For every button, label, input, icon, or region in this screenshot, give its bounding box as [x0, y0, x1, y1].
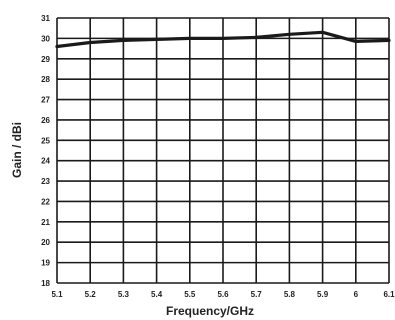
chart-grid	[56, 17, 390, 284]
x-tick-label: 5.6	[217, 290, 229, 299]
y-axis-title: Gain / dBi	[10, 122, 24, 178]
y-tick-label: 21	[41, 218, 50, 227]
x-axis-title: Frequency/GHz	[166, 304, 254, 318]
chart-series-layer	[55, 30, 391, 49]
x-tick-label: 5.3	[118, 290, 130, 299]
gain-series-line	[55, 30, 391, 49]
x-tick-label: 5.9	[317, 290, 329, 299]
x-tick-label: 6.1	[383, 290, 395, 299]
x-tick-label: 5.4	[151, 290, 163, 299]
x-tick-label: 5.2	[85, 290, 97, 299]
y-tick-label: 19	[41, 259, 50, 268]
x-tick-label: 6	[354, 290, 359, 299]
y-tick-label: 29	[41, 55, 50, 64]
y-tick-label: 27	[41, 96, 50, 105]
y-tick-label: 26	[41, 116, 50, 125]
chart-tick-labels: 18 19 20 21 22 23 24 25 26 27 28 29 30 31 5.1 5.2 5.3 5.4…	[41, 14, 395, 299]
x-tick-label: 5.1	[51, 290, 63, 299]
x-tick-label: 5.7	[251, 290, 263, 299]
y-tick-label: 22	[41, 197, 50, 206]
y-tick-label: 23	[41, 177, 50, 186]
y-tick-label: 25	[41, 136, 50, 145]
x-tick-label: 5.5	[184, 290, 196, 299]
y-tick-label: 20	[41, 238, 50, 247]
y-tick-label: 30	[41, 34, 50, 43]
x-tick-label: 5.8	[284, 290, 296, 299]
y-tick-label: 28	[41, 75, 50, 84]
y-tick-label: 24	[41, 157, 50, 166]
y-tick-label: 18	[41, 279, 50, 288]
y-tick-label: 31	[41, 14, 50, 23]
